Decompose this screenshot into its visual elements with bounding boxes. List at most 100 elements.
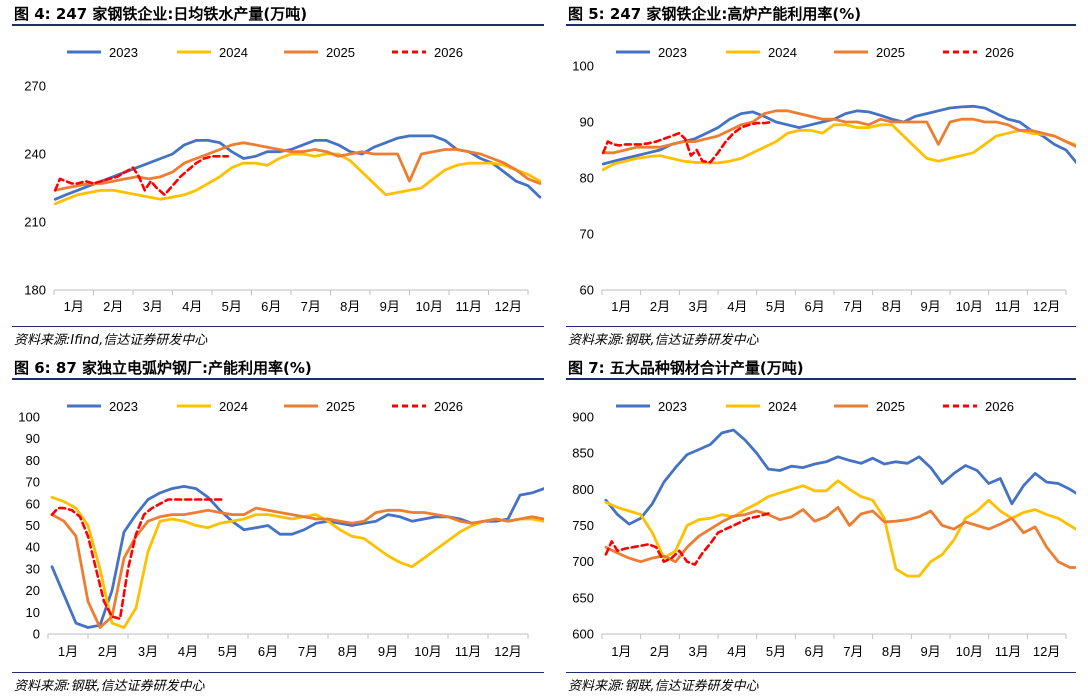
x-tick-label: 2月 [650, 299, 670, 314]
legend-label-2023: 2023 [109, 399, 138, 414]
x-tick-label: 9月 [921, 644, 941, 659]
y-tick-label: 0 [33, 627, 40, 642]
title-bar [12, 0, 544, 26]
y-tick-label: 650 [572, 590, 594, 605]
legend-label-2025: 2025 [876, 45, 905, 60]
legend-label-2023: 2023 [658, 399, 687, 414]
legend-label-2025: 2025 [326, 45, 355, 60]
y-tick-label: 10 [26, 605, 40, 620]
x-tick-label: 8月 [882, 299, 902, 314]
x-tick-label: 7月 [298, 644, 318, 659]
y-tick-label: 240 [24, 147, 46, 162]
y-tick-label: 30 [26, 561, 40, 576]
chart-panel-five-steel-output: 图 7: 五大品种钢材合计产量(万吨) 600 650 700 750 800 850 90… [566, 354, 1076, 697]
legend-label-2026: 2026 [985, 399, 1014, 414]
x-tick-label: 11月 [995, 299, 1022, 314]
line-chart-eaf-utilization: 0 10 20 30 40 50 60 70 80 90 100 1月 2月 3月 4月 5月 6月 7月 8月 9月… [18, 399, 544, 659]
series-line-2024 [53, 152, 542, 206]
x-tick-label: 11月 [455, 644, 482, 659]
x-tick-label: 12月 [1033, 299, 1060, 314]
y-tick-label: 100 [572, 59, 594, 74]
line-chart-iron-output: 180 210 240 270 1月 2月 3月 4月 5月 6月 7月 8月 9月 10月 11月 12月 2… [24, 45, 542, 314]
x-tick-label: 6月 [261, 299, 281, 314]
x-tick-label: 1月 [64, 299, 84, 314]
source-note: 资料来源:钢联,信达证券研发中心 [14, 679, 205, 694]
y-tick-label: 800 [572, 482, 594, 497]
x-tick-label: 8月 [338, 644, 358, 659]
series-line-2024 [50, 495, 544, 629]
y-tick-label: 700 [572, 554, 594, 569]
y-tick-label: 80 [580, 171, 594, 186]
legend-label-2023: 2023 [658, 45, 687, 60]
x-tick-label: 9月 [921, 299, 941, 314]
legend-label-2025: 2025 [876, 399, 905, 414]
chart-panel-eaf-utilization: 图 6: 87 家独立电弧炉钢厂:产能利用率(%) 0 10 20 30 40 50 60 7… [12, 354, 544, 697]
x-tick-label: 12月 [494, 644, 521, 659]
y-tick-label: 180 [24, 283, 46, 298]
chart-panel-blast-furnace-utilization: 图 5: 247 家钢铁企业:高炉产能利用率(%) 60 70 80 90 100 1月 2… [566, 0, 1076, 348]
x-tick-label: 7月 [301, 299, 321, 314]
y-tick-label: 20 [26, 583, 40, 598]
y-tick-label: 70 [580, 227, 594, 242]
x-tick-label: 3月 [689, 644, 709, 659]
x-tick-label: 9月 [378, 644, 398, 659]
y-tick-label: 90 [580, 115, 594, 130]
x-tick-label: 5月 [218, 644, 238, 659]
series-line-2023 [53, 134, 542, 201]
title-bar [566, 0, 1076, 26]
y-tick-label: 270 [24, 79, 46, 94]
chart-title: 图 6: 87 家独立电弧炉钢厂:产能利用率(%) [14, 359, 312, 377]
legend-label-2023: 2023 [109, 45, 138, 60]
x-tick-label: 5月 [222, 299, 242, 314]
series-line-2026 [53, 155, 230, 197]
x-tick-label: 7月 [843, 644, 863, 659]
source-divider [566, 326, 1076, 327]
y-tick-label: 60 [580, 283, 594, 298]
source-note: 资料来源:Ifind,信达证券研发中心 [14, 333, 208, 348]
x-tick-label: 7月 [843, 299, 863, 314]
series-line-2025 [53, 141, 542, 192]
x-tick-label: 10月 [416, 299, 443, 314]
x-tick-label: 9月 [380, 299, 400, 314]
x-tick-label: 10月 [414, 644, 441, 659]
x-tick-label: 11月 [995, 644, 1022, 659]
x-tick-label: 11月 [456, 299, 483, 314]
x-tick-label: 1月 [58, 644, 78, 659]
source-divider [566, 672, 1076, 673]
x-tick-label: 5月 [766, 644, 786, 659]
legend-label-2024: 2024 [768, 45, 797, 60]
legend-label-2026: 2026 [985, 45, 1014, 60]
x-tick-label: 3月 [143, 299, 163, 314]
x-tick-label: 6月 [258, 644, 278, 659]
x-tick-label: 2月 [650, 644, 670, 659]
legend-label-2024: 2024 [219, 399, 248, 414]
y-tick-label: 70 [26, 475, 40, 490]
title-bar [12, 354, 544, 380]
chart-title: 图 7: 五大品种钢材合计产量(万吨) [568, 359, 804, 377]
source-divider [12, 326, 544, 327]
x-tick-label: 10月 [956, 644, 983, 659]
series-line-2023 [50, 485, 544, 629]
legend-label-2025: 2025 [326, 399, 355, 414]
x-tick-label: 3月 [138, 644, 158, 659]
x-tick-label: 2月 [103, 299, 123, 314]
legend-label-2024: 2024 [768, 399, 797, 414]
source-note: 资料来源:钢联,信达证券研发中心 [568, 679, 759, 694]
series-line-2025 [604, 506, 1076, 569]
legend-label-2026: 2026 [434, 45, 463, 60]
x-tick-label: 4月 [727, 644, 747, 659]
x-tick-label: 12月 [495, 299, 522, 314]
series-line-2024 [604, 479, 1076, 578]
x-tick-label: 12月 [1033, 644, 1060, 659]
y-tick-label: 750 [572, 518, 594, 533]
x-tick-label: 8月 [882, 644, 902, 659]
chart-panel-iron-output: 图 4: 247 家钢铁企业:日均铁水产量(万吨) 180 210 240 270 1月… [12, 0, 544, 348]
x-tick-label: 3月 [689, 299, 709, 314]
x-tick-label: 4月 [178, 644, 198, 659]
x-tick-label: 6月 [805, 299, 825, 314]
x-tick-label: 4月 [727, 299, 747, 314]
series-line-2026 [50, 498, 226, 621]
y-tick-label: 60 [26, 496, 40, 511]
source-divider [12, 672, 544, 673]
